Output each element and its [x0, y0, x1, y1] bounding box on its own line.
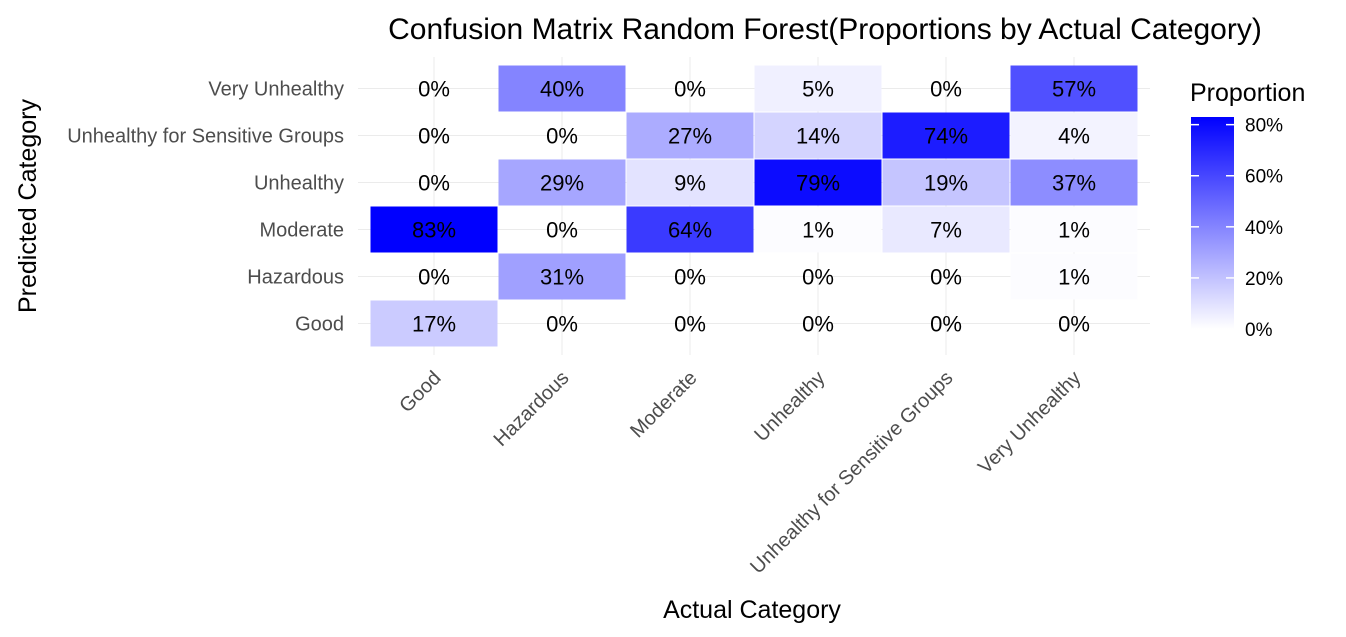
cell-value-label: 14% [796, 124, 840, 149]
heatmap-cell [754, 112, 882, 159]
heatmap-cell [370, 300, 498, 347]
legend-colorbar [1191, 117, 1234, 329]
legend-tick-label: 40% [1245, 218, 1283, 239]
legend-ticks: 0% 20% 40% 60% 80% [1191, 116, 1283, 341]
x-tick-label: Very Unhealthy [974, 367, 1085, 478]
x-axis-title: Actual Category [663, 596, 841, 624]
heatmap-cell [882, 112, 1010, 159]
cell-value-label: 0% [674, 77, 706, 102]
y-tick-label: Hazardous [247, 267, 344, 289]
heatmap-cell [1010, 112, 1138, 159]
cell-value-label: 31% [540, 265, 584, 290]
cell-value-label: 37% [1052, 171, 1096, 196]
legend-tick-label: 0% [1245, 320, 1273, 341]
cell-value-label: 27% [668, 124, 712, 149]
chart-title: Confusion Matrix Random Forest(Proportio… [388, 13, 1262, 46]
cell-value-label: 79% [796, 171, 840, 196]
x-tick-label: Hazardous [490, 367, 574, 451]
cell-value-label: 0% [930, 77, 962, 102]
cell-value-label: 0% [418, 171, 450, 196]
heatmap-cell [1010, 253, 1138, 300]
cell-value-label: 5% [802, 77, 834, 102]
x-tick-label: Moderate [626, 367, 701, 442]
cell-value-label: 7% [930, 218, 962, 243]
cell-value-label: 0% [674, 265, 706, 290]
legend-tick-label: 60% [1245, 167, 1283, 188]
cell-value-label: 0% [930, 265, 962, 290]
cell-value-label: 0% [418, 265, 450, 290]
cell-value-label: 0% [802, 312, 834, 337]
x-tick-label: Unhealthy [750, 367, 829, 446]
cell-value-label: 1% [1058, 265, 1090, 290]
heatmap-cell [754, 65, 882, 112]
heatmap-cell [626, 206, 754, 253]
legend-tick-label: 80% [1245, 116, 1283, 137]
y-tick-label: Very Unhealthy [208, 79, 344, 101]
cell-value-label: 1% [802, 218, 834, 243]
y-tick-label: Good [295, 314, 344, 336]
cell-value-label: 1% [1058, 218, 1090, 243]
cell-value-label: 0% [546, 312, 578, 337]
heatmap-cell [882, 159, 1010, 206]
cell-value-label: 0% [930, 312, 962, 337]
x-tick-label: Good [395, 367, 445, 417]
heatmap-cell [882, 206, 1010, 253]
cell-value-label: 0% [546, 124, 578, 149]
heatmap-cell [754, 206, 882, 253]
y-tick-label: Unhealthy [254, 173, 344, 195]
heatmap-cell [626, 159, 754, 206]
cell-value-label: 0% [418, 77, 450, 102]
cell-value-label: 83% [412, 218, 456, 243]
heatmap-cell [1010, 159, 1138, 206]
legend: Proportion 0% 20% 40% 60% 80% [1190, 79, 1305, 341]
heatmap-cells [370, 65, 1138, 347]
cell-value-label: 74% [924, 124, 968, 149]
legend-title: Proportion [1190, 79, 1305, 107]
cell-value-label: 57% [1052, 77, 1096, 102]
cell-value-label: 0% [1058, 312, 1090, 337]
cell-value-label: 0% [674, 312, 706, 337]
x-tick-label: Unhealthy for Sensitive Groups [746, 367, 957, 578]
y-tick-label: Moderate [260, 220, 345, 242]
cell-value-label: 64% [668, 218, 712, 243]
x-tick-labels: Good Hazardous Moderate UnhealthyUnhealthy … [395, 367, 1085, 578]
cell-value-label: 17% [412, 312, 456, 337]
cell-labels: 0% 40% 0% 5% 0% 57% 0% 0% 27% 14% 74% 4% 0% 29% 9% 79% 1… [412, 77, 1096, 337]
y-tick-labels: Very Unhealthy Unhealthy for Sensitive Gr… [67, 79, 344, 336]
cell-value-label: 19% [924, 171, 968, 196]
cell-value-label: 4% [1058, 124, 1090, 149]
heatmap-cell [498, 65, 626, 112]
cell-value-label: 9% [674, 171, 706, 196]
cell-value-label: 0% [546, 218, 578, 243]
heatmap-cell [1010, 65, 1138, 112]
heatmap-cell [754, 159, 882, 206]
cell-value-label: 0% [418, 124, 450, 149]
legend-tick-label: 20% [1245, 269, 1283, 290]
cell-value-label: 0% [802, 265, 834, 290]
cell-value-label: 29% [540, 171, 584, 196]
y-axis-title: Predicted Category [14, 99, 42, 314]
heatmap-cell [1010, 206, 1138, 253]
heatmap-cell [498, 253, 626, 300]
y-tick-label: Unhealthy for Sensitive Groups [67, 126, 344, 148]
heatmap-cell [370, 206, 498, 253]
cell-value-label: 40% [540, 77, 584, 102]
heatmap-cell [498, 159, 626, 206]
heatmap-cell [626, 112, 754, 159]
